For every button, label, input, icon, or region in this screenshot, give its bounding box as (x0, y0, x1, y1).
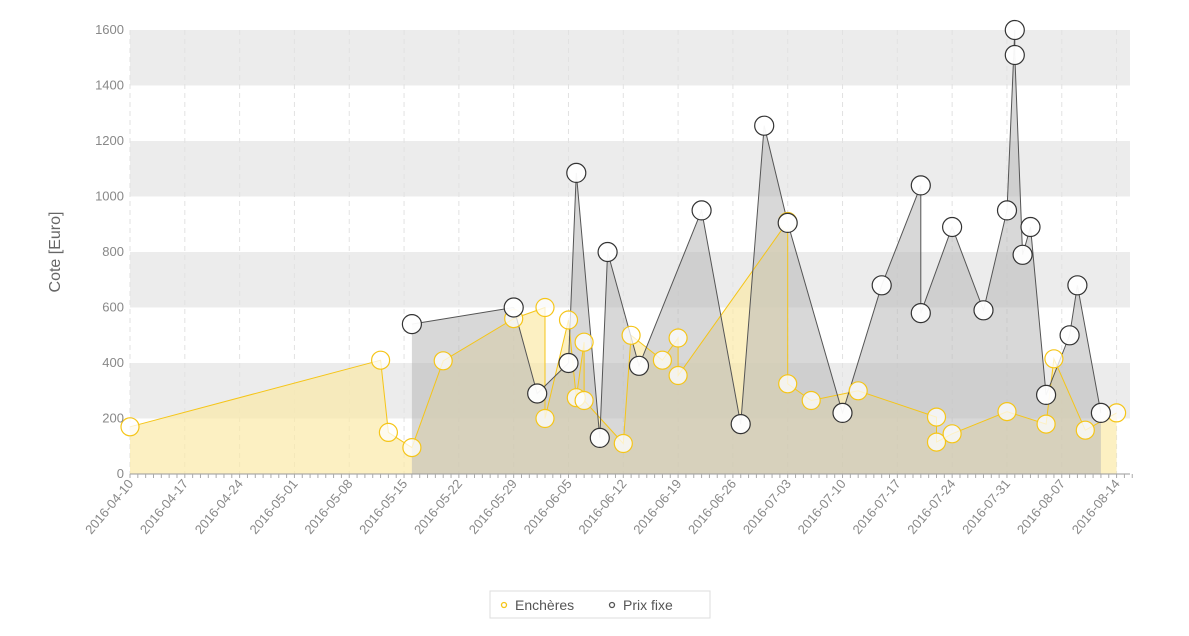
x-tick-label: 2016-06-26 (685, 476, 739, 537)
grid-band (130, 252, 1130, 308)
encheres-point (926, 432, 947, 452)
encheres-point (778, 374, 798, 394)
prix-fixe-point (527, 383, 548, 404)
x-tick-label: 2016-07-17 (849, 476, 903, 537)
prix-fixe-point (832, 402, 853, 423)
x-tick-label: 2016-06-05 (521, 476, 575, 537)
prix-fixe-point (973, 300, 994, 321)
encheres-point (574, 332, 594, 352)
x-tick-label: 2016-04-17 (137, 476, 191, 537)
series-layer (120, 19, 1127, 474)
encheres-point (668, 365, 688, 386)
prix-fixe-point (566, 162, 587, 183)
y-tick-label: 0 (117, 466, 124, 481)
legend-item-encheres-marker (500, 601, 508, 609)
legend-box (489, 590, 711, 619)
encheres-point (574, 390, 594, 411)
prix-fixe-point (996, 200, 1018, 221)
x-tick-label: 2016-07-10 (795, 476, 849, 537)
y-tick-label: 600 (102, 300, 124, 315)
x-tick-label: 2016-07-31 (959, 476, 1013, 537)
grid-band (130, 85, 1130, 141)
x-tick-label: 2016-06-19 (630, 476, 684, 537)
y-tick-label: 1200 (95, 133, 124, 148)
prix-fixe-point (941, 216, 963, 238)
prix-fixe-point (558, 352, 579, 374)
encheres-point (621, 325, 641, 345)
encheres-point (1036, 414, 1056, 434)
y-tick-label: 800 (102, 244, 124, 259)
x-tick-label: 2016-08-07 (1014, 476, 1068, 537)
x-tick-label: 2016-05-01 (246, 476, 300, 537)
prix-fixe-point (503, 297, 524, 318)
encheres-point (997, 402, 1017, 422)
x-tick-label: 2016-08-14 (1069, 476, 1123, 537)
y-axis-title: Cote [Euro] (47, 212, 64, 293)
prix-fixe-point (777, 212, 798, 233)
encheres-point (942, 424, 962, 444)
y-tick-labels: 0 200 400 600 800 1000 1200 1400 1600 (95, 22, 124, 481)
prix-fixe-point (871, 275, 892, 296)
legend: Enchères Prix fixe (489, 590, 711, 619)
legend-item-encheres-label: Enchères (515, 597, 574, 613)
prix-fixe-point (910, 303, 931, 324)
encheres-point (652, 350, 673, 370)
prix-fixe-point (597, 241, 618, 263)
encheres-point (535, 297, 555, 318)
legend-item-prix-fixe-label: Prix fixe (623, 597, 673, 613)
x-tick-label: 2016-05-08 (301, 476, 355, 537)
prix-fixe-point (754, 115, 775, 136)
encheres-point (1044, 349, 1064, 369)
encheres-point (668, 328, 688, 348)
encheres-point (535, 408, 555, 429)
grid-band (130, 30, 1130, 86)
encheres-point (801, 390, 821, 411)
y-tick-label: 1600 (95, 22, 124, 37)
x-tick-label: 2016-05-29 (466, 476, 520, 537)
y-tick-label: 400 (102, 355, 124, 370)
x-tick-label: 2016-04-10 (82, 476, 136, 537)
encheres-point (120, 417, 140, 437)
grid-band (130, 196, 1130, 252)
encheres-point (402, 438, 422, 458)
x-tick-label: 2016-06-12 (575, 476, 629, 537)
x-tick-label: 2016-04-24 (192, 476, 246, 537)
prix-fixe-point (910, 175, 931, 196)
encheres-point (433, 351, 453, 371)
encheres-point (558, 310, 579, 330)
x-tick-label: 2016-05-15 (356, 476, 410, 537)
grid-band (130, 141, 1130, 197)
encheres-point (926, 407, 947, 427)
y-tick-label: 200 (102, 411, 124, 426)
encheres-point (371, 350, 391, 370)
y-tick-label: 1400 (95, 78, 124, 93)
prix-fixe-point (401, 314, 422, 335)
prix-fixe-point (589, 427, 610, 448)
prix-fixe-point (1004, 44, 1025, 66)
encheres-point (378, 422, 398, 442)
prix-fixe-point (691, 200, 712, 221)
prix-fixe-point (1035, 384, 1057, 405)
encheres-point (1075, 420, 1095, 440)
y-tick-label: 1000 (95, 189, 124, 204)
prix-fixe-point (628, 355, 650, 376)
legend-item-prix-fixe-marker (608, 601, 616, 609)
encheres-point (613, 433, 633, 454)
prix-fixe-point (730, 414, 751, 435)
prix-fixe-point (1059, 325, 1080, 346)
x-tick-label: 2016-07-03 (740, 476, 794, 537)
prix-fixe-point (1012, 244, 1033, 265)
x-tick-label: 2016-05-22 (411, 476, 465, 537)
prix-fixe-point (1020, 216, 1041, 238)
encheres-point (848, 381, 868, 401)
prix-fixe-point (1067, 275, 1088, 296)
prix-fixe-point (1004, 19, 1025, 41)
axes (129, 473, 1133, 478)
prix-fixe-point (1090, 402, 1112, 423)
x-tick-labels: 2016-04-10 2016-04-17 2016-04-24 2016-05-01… (82, 476, 1123, 537)
x-tick-label: 2016-07-24 (904, 476, 958, 537)
